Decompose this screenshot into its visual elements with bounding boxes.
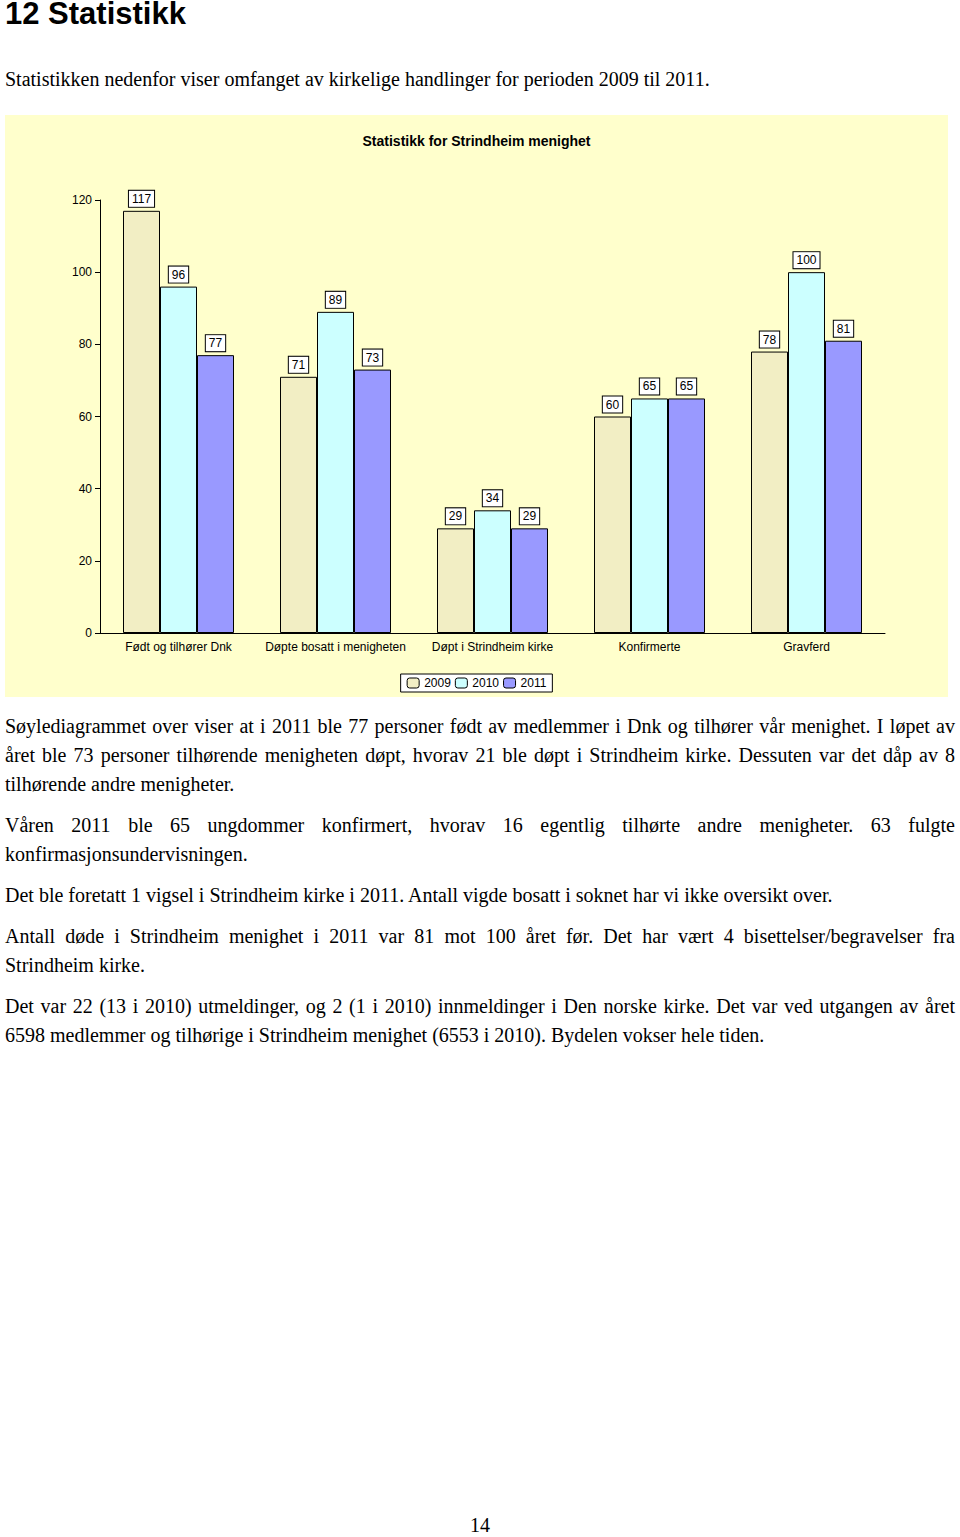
svg-text:2010: 2010 [472,676,499,690]
svg-text:0: 0 [85,626,92,640]
svg-text:81: 81 [837,322,851,336]
svg-text:80: 80 [79,337,93,351]
svg-text:29: 29 [523,509,537,523]
svg-text:34: 34 [486,491,500,505]
svg-text:Konfirmerte: Konfirmerte [618,640,680,654]
html-text:Våren 2011 ble 65 ungdommer ko: Våren 2011 ble 65 ungdommer konfirmert, … [5,814,955,865]
svg-text:Døpte bosatt i menigheten: Døpte bosatt i menigheten [265,640,406,654]
svg-text:73: 73 [366,351,380,365]
svg-text:96: 96 [172,268,186,282]
svg-text:100: 100 [72,265,92,279]
html-text:Det var 22 (13 i 2010) utmeldi: Det var 22 (13 i 2010) utmeldinger, og 2… [5,995,955,1046]
svg-text:89: 89 [329,293,343,307]
svg-text:77: 77 [209,336,223,350]
svg-text:Statistikk for Strindheim meni: Statistikk for Strindheim menighet [363,133,591,149]
html-text:Det ble foretatt 1 vigsel i St: Det ble foretatt 1 vigsel i Strindheim k… [5,884,833,906]
svg-text:Gravferd: Gravferd [783,640,830,654]
svg-text:2011: 2011 [521,676,547,690]
svg-text:65: 65 [680,379,694,393]
svg-text:Født og tilhører Dnk: Født og tilhører Dnk [125,640,233,654]
svg-text:100: 100 [796,253,816,267]
svg-text:29: 29 [449,509,463,523]
html-text:Antall døde i Strindheim menig: Antall døde i Strindheim menighet i 2011… [5,925,955,976]
svg-text:40: 40 [79,482,93,496]
svg-text:Døpt i Strindheim kirke: Døpt i Strindheim kirke [432,640,554,654]
svg-text:65: 65 [643,379,657,393]
svg-text:60: 60 [79,410,93,424]
svg-text:20: 20 [79,554,93,568]
svg-text:120: 120 [72,193,92,207]
html-text:14: 14 [470,1514,490,1536]
svg-text:78: 78 [763,333,777,347]
svg-text:71: 71 [292,358,306,372]
html-text:Statistikken nedenfor viser om: Statistikken nedenfor viser omfanget av … [5,68,710,90]
html-text:Søylediagrammet over viser at: Søylediagrammet over viser at i 2011 ble… [5,715,955,795]
svg-text:60: 60 [606,398,620,412]
svg-text:117: 117 [132,192,151,206]
svg-text:2009: 2009 [424,676,451,690]
